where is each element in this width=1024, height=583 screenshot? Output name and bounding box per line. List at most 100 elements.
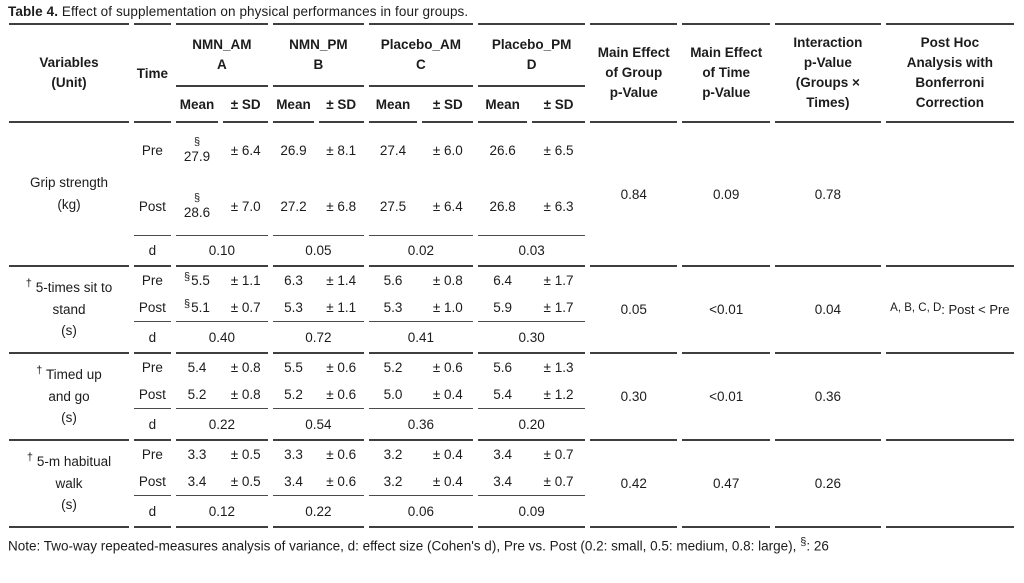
variable-label: † Timed up and go (s)	[9, 354, 130, 441]
variable-label: † 5-m habitual walk (s)	[9, 441, 130, 528]
p-value-time: <0.01	[682, 354, 770, 441]
sd-value: ± 0.7	[543, 474, 574, 489]
mean-value: 26.8	[489, 198, 516, 214]
effect-size-value: 0.02	[368, 235, 474, 267]
sd-value: ± 1.3	[543, 360, 574, 375]
p-value-time: <0.01	[682, 267, 770, 354]
post-hoc-value	[885, 354, 1014, 441]
p-value-time: 0.09	[682, 123, 770, 267]
mean-number: 28.6	[183, 204, 211, 220]
note-tail: : 26	[806, 538, 829, 554]
sd-value: ± 1.7	[543, 273, 574, 288]
effect-size-value: 0.30	[478, 321, 585, 354]
p-value-group: 0.30	[589, 354, 678, 441]
sd-value: ± 1.7	[543, 300, 574, 315]
dagger-symbol: †	[36, 364, 43, 377]
mean-value: 5.0	[383, 387, 403, 402]
sd-value: ± 0.8	[432, 273, 463, 288]
mean-value: 5.2	[284, 387, 303, 402]
mean-value: 5.3	[383, 300, 403, 315]
time-label-post: Post	[138, 300, 166, 315]
mean-value: 3.2	[383, 474, 403, 489]
header-sd: ± SD	[318, 87, 364, 123]
header-sd: ± SD	[532, 87, 585, 123]
p-value-interaction: 0.36	[774, 354, 881, 441]
post-hoc-value	[885, 441, 1014, 528]
post-hoc-groups: A, B, C, D	[890, 301, 942, 314]
effect-size-value: 0.40	[175, 321, 269, 354]
mean-value: § 28.6	[176, 177, 219, 235]
section-symbol: §	[184, 297, 191, 310]
sd-value: ± 6.8	[326, 198, 357, 214]
mean-value: 5.4	[493, 387, 513, 402]
mean-value: 5.2	[187, 387, 207, 402]
sd-value: ± 1.0	[432, 300, 463, 315]
effect-size-value: 0.41	[368, 321, 474, 354]
sd-value: ± 0.4	[432, 447, 463, 462]
effect-size-value: 0.54	[273, 408, 364, 441]
mean-value: 27.4	[379, 142, 407, 158]
mean-value: 3.2	[383, 447, 403, 462]
sd-value: ± 0.6	[326, 387, 357, 402]
effect-size-value: 0.03	[478, 235, 585, 267]
sd-value: ± 1.1	[326, 300, 357, 315]
header-interaction: Interaction p-Value (Groups × Times)	[774, 23, 881, 123]
effect-size-value: 0.10	[175, 235, 269, 267]
mean-value: 6.4	[493, 273, 513, 288]
sd-value: ± 6.5	[543, 142, 574, 158]
effect-size-value: 0.72	[273, 321, 364, 354]
mean-value: 3.3	[187, 447, 207, 462]
mean-value: 5.3	[284, 300, 303, 315]
table-body: Grip strength (kg) Pre § 27.9 ± 6.4 26.9 ± 8.1 2…	[9, 123, 1014, 528]
post-hoc-value: A, B, C, D: Post < Pre	[885, 267, 1014, 354]
section-symbol: §	[800, 536, 807, 548]
mean-value: 5.5	[284, 360, 303, 375]
results-table: Variables (Unit) Time NMN_AM A NMN_PM B Plac…	[4, 23, 1019, 528]
dagger-symbol: †	[25, 277, 32, 290]
header-sd: ± SD	[223, 87, 269, 123]
mean-value: 3.4	[284, 474, 303, 489]
sd-value: ± 0.7	[543, 447, 574, 462]
mean-value: 5.9	[493, 300, 513, 315]
post-hoc-value	[885, 123, 1014, 267]
p-value-group: 0.05	[589, 267, 678, 354]
sd-value: ± 6.3	[543, 198, 574, 214]
table-note: Note: Two-way repeated-measures analysis…	[4, 528, 1020, 554]
p-value-interaction: 0.26	[774, 441, 881, 528]
mean-value: 3.4	[493, 474, 513, 489]
mean-value: §5.5	[184, 270, 210, 288]
variable-label: Grip strength (kg)	[9, 123, 130, 267]
effect-size-value: 0.06	[368, 495, 474, 528]
header-group-d: Placebo_PM D	[478, 23, 585, 87]
mean-value: 26.6	[489, 142, 516, 158]
p-value-interaction: 0.78	[774, 123, 881, 267]
sd-value: ± 1.1	[230, 273, 261, 288]
variable-label: † 5-times sit to stand (s)	[9, 267, 130, 354]
dagger-symbol: †	[26, 451, 34, 464]
time-label-pre: Pre	[141, 447, 163, 462]
section-symbol: §	[193, 191, 201, 204]
time-label-d: d	[134, 495, 171, 528]
mean-value: 3.3	[284, 447, 303, 462]
sd-value: ± 0.6	[326, 360, 357, 375]
effect-size-value: 0.36	[368, 408, 474, 441]
sd-value: ± 6.4	[432, 198, 463, 214]
mean-with-section-mark: § 28.6	[177, 192, 218, 220]
p-value-time: 0.47	[682, 441, 770, 528]
sd-value: ± 8.1	[326, 142, 357, 158]
effect-size-value: 0.12	[175, 495, 269, 528]
mean-value: 27.2	[280, 198, 307, 214]
mean-value: §5.1	[184, 297, 210, 315]
mean-value: 6.3	[284, 273, 303, 288]
sd-value: ± 0.6	[326, 474, 357, 489]
header-time: Time	[134, 23, 171, 123]
effect-size-value: 0.05	[273, 235, 364, 267]
time-label-d: d	[134, 235, 171, 267]
time-label-pre: Pre	[141, 360, 163, 375]
sd-value: ± 0.4	[432, 474, 463, 489]
header-mean: Mean	[175, 87, 219, 123]
sd-value: ± 1.4	[326, 273, 357, 288]
sd-value: ± 0.5	[230, 474, 261, 489]
header-group-b: NMN_PM B	[273, 23, 364, 87]
